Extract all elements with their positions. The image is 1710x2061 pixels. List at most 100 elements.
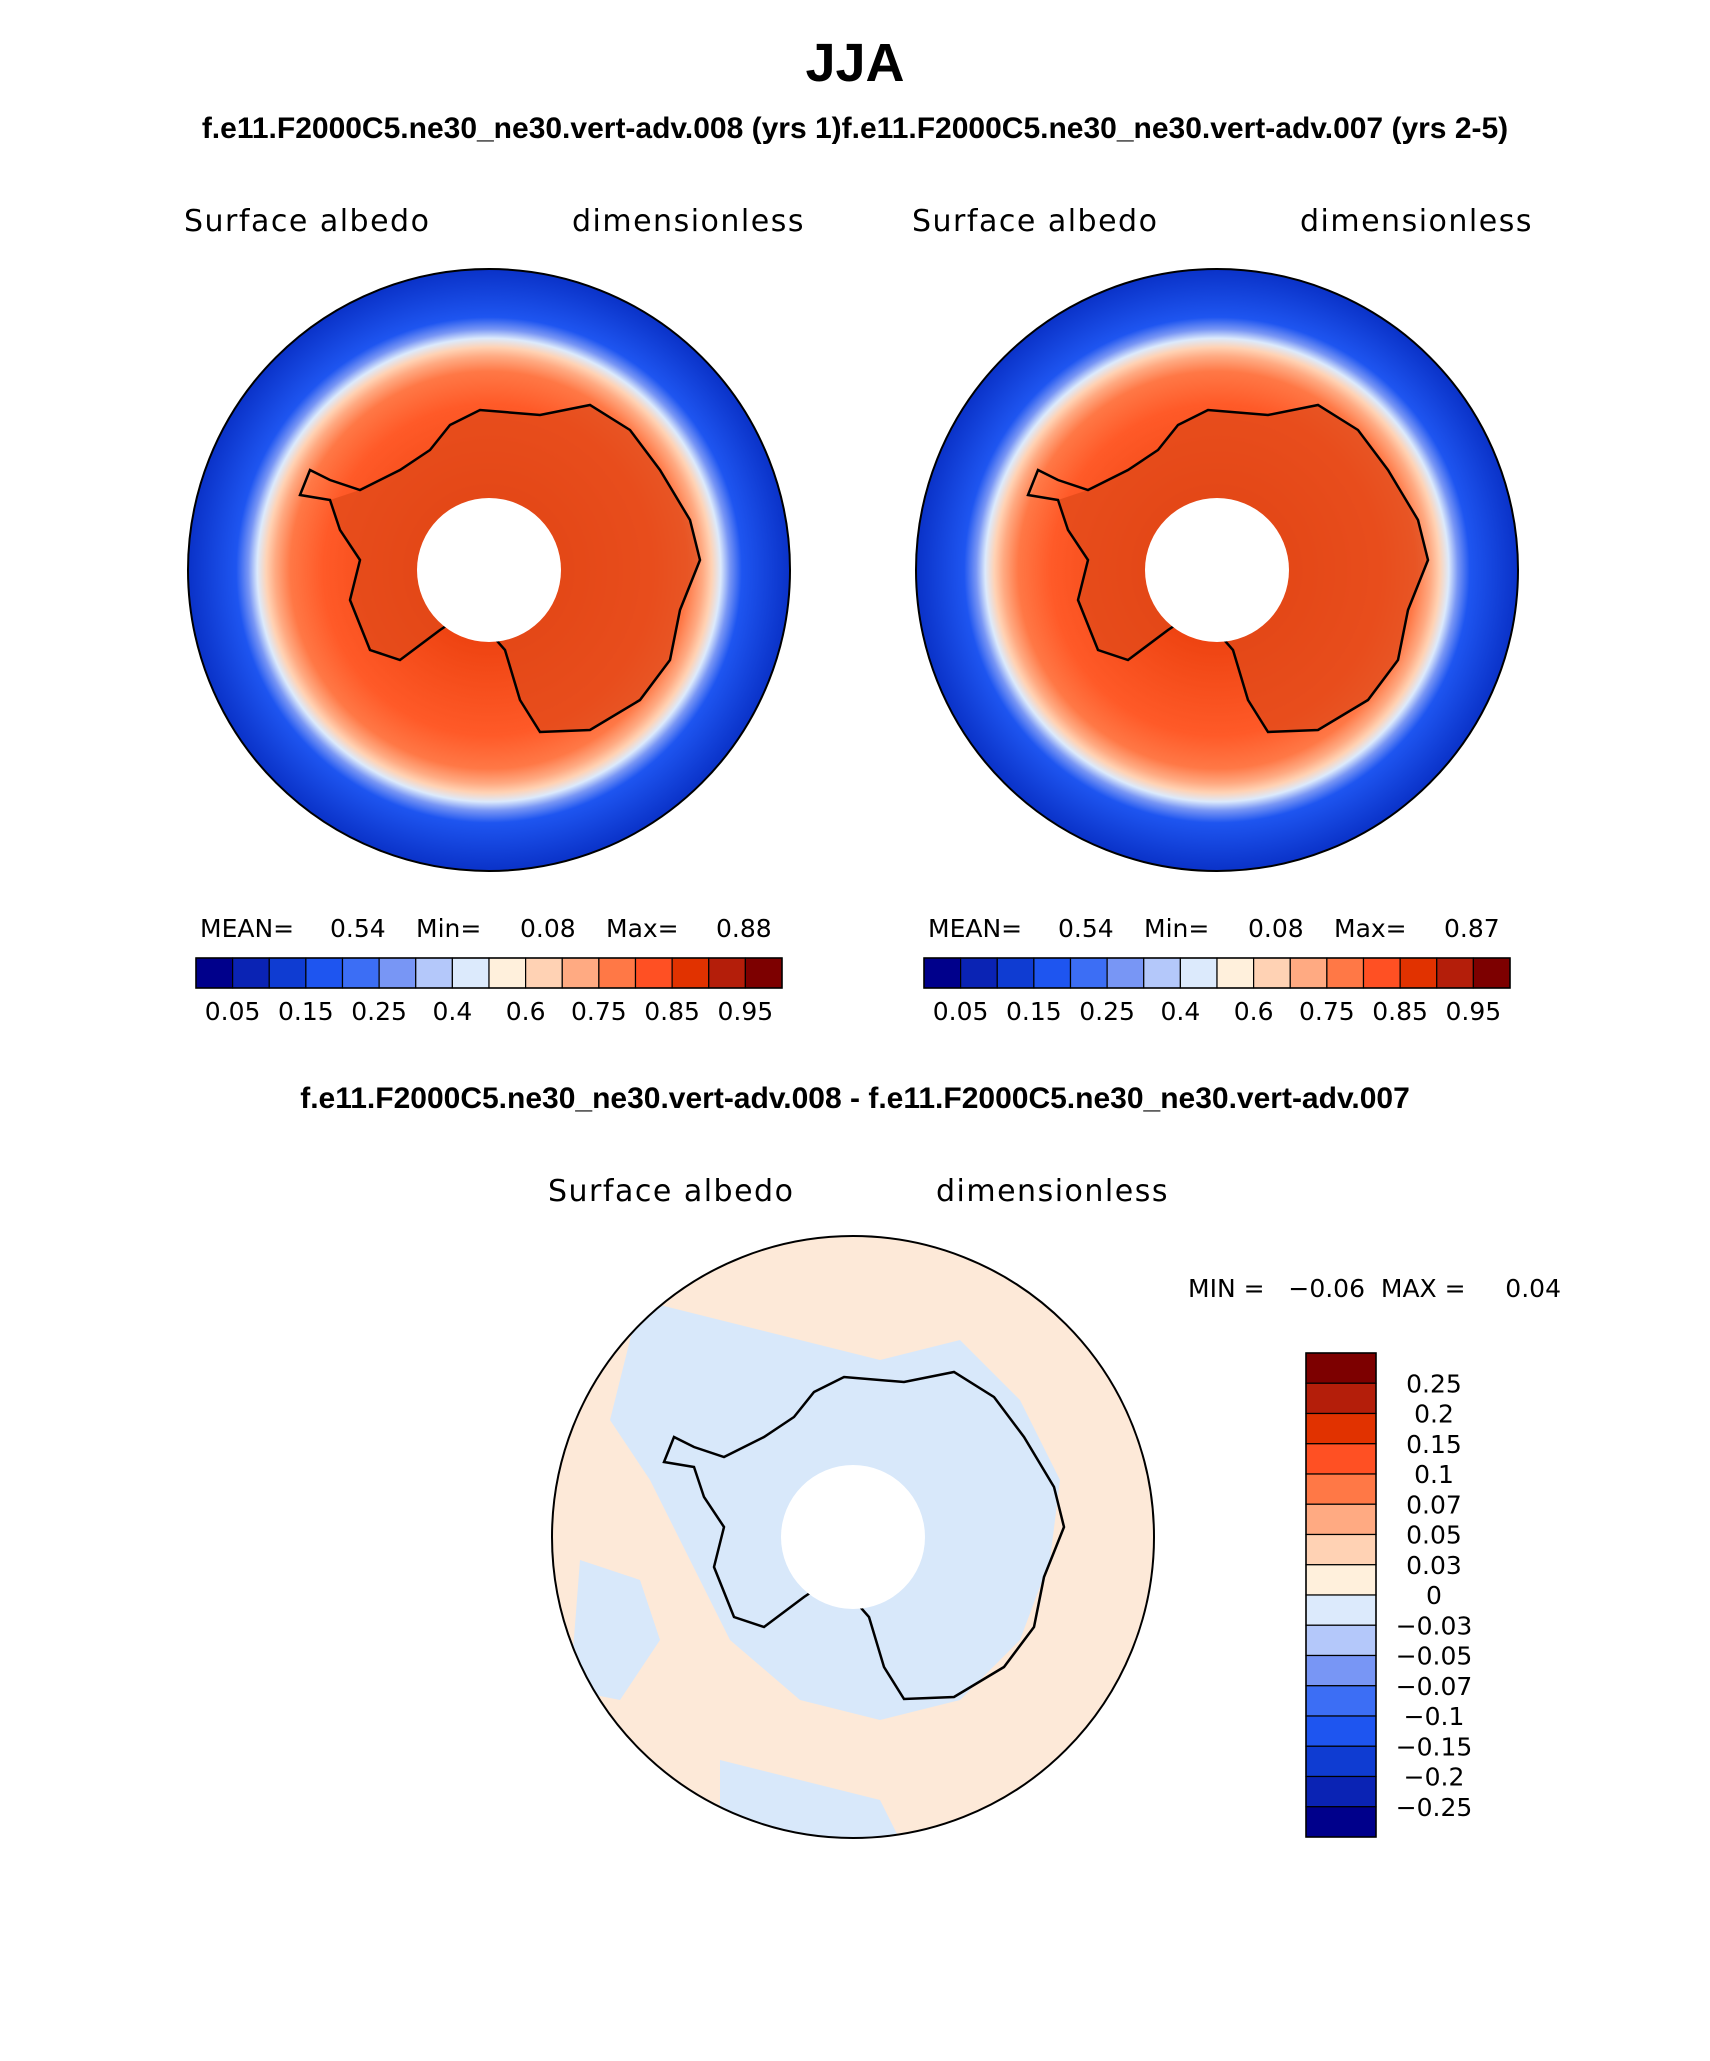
colorbar-1-swatch-12	[634, 957, 673, 989]
map-panel-diff	[551, 1235, 1155, 1839]
map-border-2	[915, 268, 1519, 872]
colorbar-diff-tick-label: 0.05	[1406, 1521, 1462, 1550]
colorbar-diff-swatch-15	[1305, 1806, 1377, 1838]
colorbar-1-swatch-6	[415, 957, 453, 989]
colorbar-diff-swatch-10	[1305, 1654, 1377, 1687]
colorbar-diff-swatch-2	[1305, 1412, 1377, 1445]
colorbar-2-tick-label: 0.85	[1372, 997, 1428, 1026]
diff-title: f.e11.F2000C5.ne30_ne30.vert-adv.008 - f…	[300, 1082, 1410, 1115]
colorbar-2-tick-label: 0.6	[1234, 997, 1274, 1026]
colorbar-2-swatch-0	[923, 957, 962, 989]
map-border-diff	[551, 1235, 1155, 1839]
colorbar-2-swatch-4	[1069, 957, 1108, 989]
panel1-variable: Surface albedo	[184, 204, 431, 239]
colorbar-diff-swatch-7	[1305, 1564, 1377, 1596]
colorbar-diff-tick-label: 0.07	[1406, 1490, 1462, 1519]
panel2-min: 0.08	[1248, 914, 1304, 943]
colorbar-diff-swatch-11	[1305, 1685, 1377, 1717]
panel2-variable: Surface albedo	[912, 204, 1159, 239]
colorbar-diff-tick-label: −0.1	[1404, 1702, 1465, 1731]
colorbar-2-swatch-14	[1436, 957, 1474, 989]
colorbar-diff-tick-label: 0	[1426, 1581, 1442, 1610]
colorbar-diff-tick-label: −0.05	[1396, 1642, 1473, 1671]
colorbar-2-swatch-1	[960, 957, 998, 989]
map-border-1	[187, 268, 791, 872]
diff-variable: Surface albedo	[548, 1174, 795, 1209]
colorbar-diff-tick-label: −0.2	[1404, 1763, 1465, 1792]
diff-units: dimensionless	[936, 1174, 1169, 1209]
colorbar-2-swatch-13	[1399, 957, 1438, 989]
colorbar-1-tick-label: 0.25	[351, 997, 407, 1026]
case-header: f.e11.F2000C5.ne30_ne30.vert-adv.008 (yr…	[201, 112, 1509, 145]
colorbar-1-swatch-5	[378, 957, 417, 989]
colorbar-1-tick-label: 0.75	[571, 997, 627, 1026]
colorbar-diff-tick-label: 0.2	[1414, 1400, 1454, 1429]
colorbar-2-swatch-10	[1289, 957, 1328, 989]
pole-hole-2	[1145, 498, 1289, 642]
pole-hole-1	[417, 498, 561, 642]
panel2-units: dimensionless	[1300, 204, 1533, 239]
colorbar-1-swatch-2	[268, 957, 307, 989]
panel2-max-label: Max=	[1334, 914, 1407, 943]
colorbar-1-swatch-15	[744, 957, 783, 989]
colorbar-2-swatch-6	[1143, 957, 1181, 989]
colorbar-1-swatch-4	[341, 957, 380, 989]
map-panel-2	[915, 268, 1519, 872]
colorbars: 0.05 0.15 0.25 0.4 0.6 0.75 0.85 0.95 0.05 0.15 0.…	[195, 957, 1511, 1838]
colorbar-2-swatch-2	[996, 957, 1035, 989]
colorbar-1-swatch-9	[525, 957, 563, 989]
panel1-min-label: Min=	[416, 914, 482, 943]
colorbar-diff-swatch-1	[1305, 1382, 1377, 1415]
colorbar-1-swatch-10	[561, 957, 600, 989]
colorbar-1-tick-label: 0.85	[644, 997, 700, 1026]
colorbar-diff-swatch-14	[1305, 1775, 1377, 1808]
colorbar-diff-swatch-9	[1305, 1624, 1377, 1657]
map-panel-1	[187, 268, 791, 872]
colorbar-diff-swatch-4	[1305, 1473, 1377, 1505]
colorbar-2-swatch-8	[1216, 957, 1255, 989]
diff-minmax: MIN = −0.06 MAX = 0.04	[1188, 1274, 1561, 1303]
colorbar-1-swatch-0	[195, 957, 234, 989]
colorbar-diff-tick-label: −0.03	[1396, 1611, 1473, 1640]
colorbar-diff-frame	[1305, 1352, 1377, 1838]
season-title: JJA	[805, 33, 905, 93]
colorbar-diff-swatch-12	[1305, 1715, 1377, 1747]
panel1-units: dimensionless	[572, 204, 805, 239]
colorbar-2-swatch-11	[1326, 957, 1365, 989]
colorbar-1-tick-label: 0.15	[278, 997, 334, 1026]
colorbar-2-tick-label: 0.95	[1446, 997, 1502, 1026]
panel1-mean-label: MEAN=	[200, 914, 295, 943]
panel2-mean-label: MEAN=	[928, 914, 1023, 943]
colorbar-diff-swatch-13	[1305, 1745, 1377, 1778]
colorbar-diff-tick-label: 0.15	[1406, 1430, 1462, 1459]
panel2-mean: 0.54	[1058, 914, 1114, 943]
colorbar-2-swatch-3	[1033, 957, 1072, 989]
panel2-max: 0.87	[1444, 914, 1500, 943]
pole-hole-diff	[781, 1465, 925, 1609]
colorbar-diff-tick-label: −0.25	[1396, 1793, 1473, 1822]
colorbar-diff-tick-label: −0.15	[1396, 1732, 1473, 1761]
panel1-mean: 0.54	[330, 914, 386, 943]
colorbar-1-swatch-13	[671, 957, 710, 989]
colorbar-1-tick-label: 0.4	[432, 997, 472, 1026]
colorbar-1-swatch-7	[451, 957, 490, 989]
colorbar-1-swatch-14	[708, 957, 746, 989]
colorbar-diff-swatch-6	[1305, 1533, 1377, 1566]
colorbar-1-frame	[195, 957, 783, 989]
colorbar-1-swatch-8	[488, 957, 527, 989]
panel1-max-label: Max=	[606, 914, 679, 943]
colorbar-1-tick-label: 0.05	[205, 997, 261, 1026]
diff-field-neg-4	[720, 1760, 900, 1838]
panel2-min-label: Min=	[1144, 914, 1210, 943]
colorbar-2-swatch-9	[1253, 957, 1291, 989]
colorbar-2-swatch-5	[1106, 957, 1145, 989]
colorbar-2-swatch-15	[1472, 957, 1511, 989]
panel1-max: 0.88	[716, 914, 772, 943]
colorbar-1-tick-label: 0.6	[506, 997, 546, 1026]
colorbar-1-swatch-1	[232, 957, 270, 989]
colorbar-2-tick-label: 0.4	[1160, 997, 1200, 1026]
colorbar-diff-tick-label: 0.25	[1406, 1369, 1462, 1398]
colorbar-2-tick-label: 0.75	[1299, 997, 1355, 1026]
colorbar-diff-tick-label: 0.1	[1414, 1460, 1454, 1489]
